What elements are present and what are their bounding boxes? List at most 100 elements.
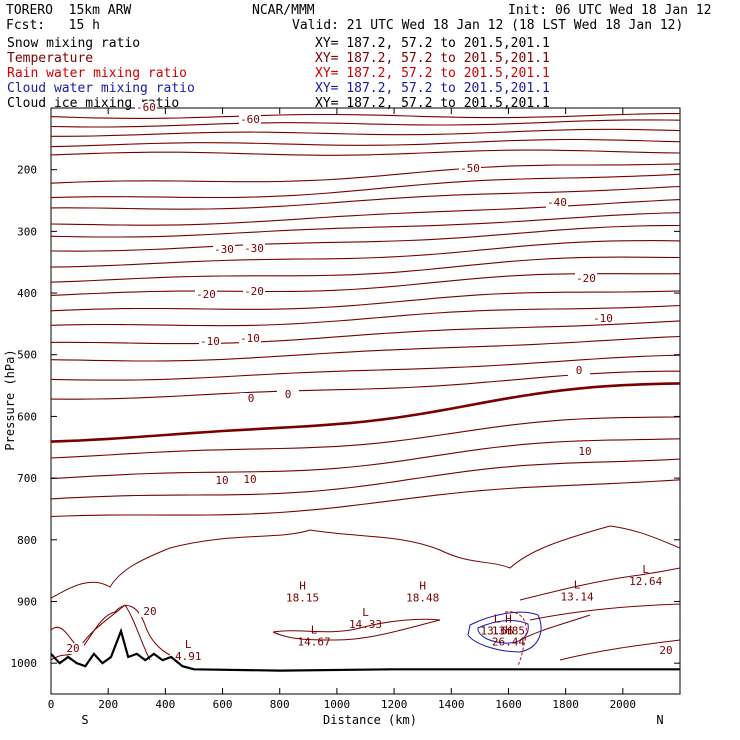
contour-label: -60 — [240, 113, 260, 126]
temperature-contour — [50, 438, 681, 480]
contour-label: 0 — [285, 388, 292, 401]
field-rain-xy: XY= 187.2, 57.2 to 201.5,201.1 — [315, 66, 550, 81]
high-value: 18.15 — [286, 592, 319, 605]
contour-label: -20 — [196, 288, 216, 301]
x-tick-label: 800 — [270, 698, 290, 711]
low-marker: L — [574, 578, 581, 591]
low-marker: L — [311, 623, 318, 636]
high-marker: H — [505, 623, 512, 636]
low-level-contour — [50, 604, 151, 661]
y-tick-label: 1000 — [11, 657, 38, 670]
high-value: 18.48 — [406, 592, 439, 605]
organization: NCAR/MMM — [252, 3, 315, 18]
contour-label: 10 — [578, 445, 591, 458]
temperature-contour — [50, 382, 681, 443]
contour-labels: -60 -60 -50 -40 -30 -30 -20 -20 -20 -10 -10 -10 0 0 0 1… — [62, 101, 677, 657]
high-value: 13.85 — [492, 624, 525, 637]
temperature-contour — [50, 354, 681, 381]
temperature-contour — [50, 138, 681, 148]
contour-label: -10 — [593, 312, 613, 325]
y-tick-label: 700 — [17, 472, 37, 485]
contour-label: -20 — [244, 285, 264, 298]
contour-label: -60 — [136, 101, 156, 114]
low-marker: L — [642, 563, 649, 576]
field-cloudice-xy: XY= 187.2, 57.2 to 201.5,201.1 — [315, 96, 550, 111]
x-tick-label: 600 — [213, 698, 233, 711]
field-temperature-name: Temperature — [7, 51, 94, 66]
north-label: N — [656, 713, 663, 727]
contour-label: 20 — [66, 642, 79, 655]
field-cloudwater-xy: XY= 187.2, 57.2 to 201.5,201.1 — [315, 81, 550, 96]
low-value: 12.64 — [629, 575, 662, 588]
temperature-contour — [50, 113, 680, 119]
temperature-contour — [50, 212, 681, 238]
temperature-contour — [50, 304, 681, 327]
init-time: Init: 06 UTC Wed 18 Jan 12 — [508, 3, 712, 18]
contour-label-bg — [575, 273, 597, 284]
contour-label: 20 — [659, 644, 672, 657]
contour-label-bg — [243, 286, 265, 297]
x-tick-label: 2000 — [610, 698, 637, 711]
contour-label-bg — [239, 114, 261, 125]
temperature-contour — [50, 335, 681, 362]
contour-label-bg — [655, 645, 677, 656]
contour-label-bg — [459, 163, 481, 174]
x-axis-title: Distance (km) — [323, 713, 417, 727]
model-name: TORERO 15km ARW — [6, 3, 132, 18]
contour-label: 10 — [243, 473, 256, 486]
low-marker: L — [185, 638, 192, 651]
field-rain-name: Rain water mixing ratio — [7, 66, 188, 81]
temperature-contour — [50, 185, 681, 210]
contour-label-bg — [139, 606, 161, 617]
low-value: 13.66 — [480, 624, 513, 637]
x-tick-label: 0 — [48, 698, 55, 711]
y-tick-label: 900 — [17, 595, 37, 608]
y-tick-label: 600 — [17, 410, 37, 423]
low-value: 14.67 — [297, 635, 330, 648]
forecast-hour: Fcst: 15 h — [6, 18, 100, 33]
low-level-contour — [519, 567, 681, 601]
axes: 0 200 400 600 800 1000 1200 1400 1600 1800 2000200… — [11, 108, 680, 711]
contour-label: 20 — [143, 605, 156, 618]
contour-label: -10 — [200, 335, 220, 348]
temperature-contour — [50, 199, 681, 226]
plot-frame — [50, 107, 681, 695]
field-snow-name: Snow mixing ratio — [7, 36, 141, 51]
contour-label-bg — [199, 336, 221, 347]
high-marker: H — [299, 580, 306, 593]
x-tick-label: 1200 — [381, 698, 408, 711]
temperature-contour — [50, 290, 681, 312]
low-level-contour — [272, 619, 441, 641]
low-marker: L — [494, 612, 501, 625]
temperature-contour — [50, 256, 681, 283]
contour-label: -30 — [214, 243, 234, 256]
contour-label: 0 — [248, 392, 255, 405]
y-tick-label: 200 — [17, 164, 37, 177]
temperature-contour — [50, 320, 681, 345]
hydrometeor-contours — [467, 611, 542, 666]
y-tick-label: 800 — [17, 534, 37, 547]
x-tick-label: 1400 — [438, 698, 465, 711]
low-level-contours — [50, 525, 681, 661]
field-snow-xy: XY= 187.2, 57.2 to 201.5,201.1 — [315, 36, 550, 51]
contour-label-bg — [574, 446, 596, 457]
contour-label-bg — [195, 289, 217, 300]
rain-water-contour — [504, 611, 527, 666]
contour-label: -40 — [547, 196, 567, 209]
x-tick-label: 1800 — [552, 698, 579, 711]
low-level-contour — [519, 614, 591, 641]
high-value: 26.44 — [492, 635, 525, 648]
high-marker: H — [419, 580, 426, 593]
low-level-contour — [529, 603, 681, 621]
contour-label-bg — [62, 643, 84, 654]
field-cloudwater-name: Cloud water mixing ratio — [7, 81, 195, 96]
temperature-contour — [50, 119, 681, 128]
valid-time: Valid: 21 UTC Wed 18 Jan 12 (18 LST Wed … — [292, 18, 684, 33]
low-level-contour — [559, 639, 681, 661]
x-tick-label: 400 — [155, 698, 175, 711]
contour-label-bg — [592, 313, 614, 324]
contour-label-bg — [568, 365, 590, 376]
x-tick-label: 200 — [98, 698, 118, 711]
low-value: 14.33 — [349, 618, 382, 631]
